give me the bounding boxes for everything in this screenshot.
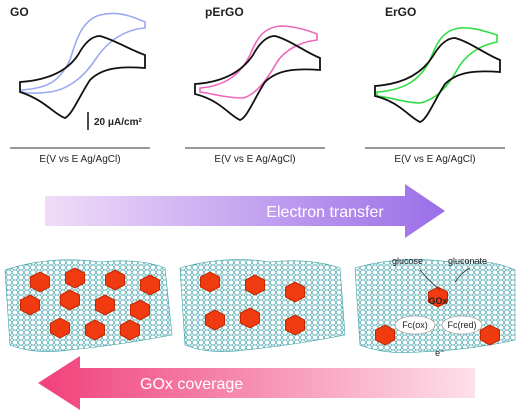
cv-curve-black bbox=[194, 35, 321, 121]
enzyme bbox=[65, 267, 85, 289]
enzyme bbox=[20, 294, 40, 316]
enzyme bbox=[30, 271, 50, 293]
enzyme bbox=[428, 286, 448, 308]
axis-label: E(V vs E Ag/AgCl) bbox=[39, 154, 120, 165]
graphene-sheet bbox=[179, 259, 346, 352]
fc-ox-label: Fc(ox) bbox=[402, 320, 428, 330]
enzyme bbox=[95, 294, 115, 316]
cv-curve-colored bbox=[21, 12, 146, 94]
axis-label: E(V vs E Ag/AgCl) bbox=[214, 154, 295, 165]
arrow-label: Electron transfer bbox=[266, 204, 384, 221]
enzyme bbox=[120, 319, 140, 341]
panel-go: GO 20 μA/cm² E(V vs E Ag/AgCl) bbox=[10, 5, 150, 165]
enzyme bbox=[60, 289, 80, 311]
fc-red-bubble bbox=[441, 315, 483, 335]
arrow-gox-coverage bbox=[38, 356, 475, 410]
enzyme bbox=[105, 269, 125, 291]
arrow-label: GOx coverage bbox=[140, 376, 243, 393]
enzyme bbox=[240, 307, 260, 329]
cv-curve-colored bbox=[376, 27, 498, 104]
cv-curve-colored bbox=[199, 25, 318, 99]
cv-curve-black bbox=[374, 37, 501, 123]
enzyme bbox=[480, 324, 500, 346]
reaction-product: gluconate bbox=[448, 256, 487, 266]
panel-pergo: pErGO E(V vs E Ag/AgCl) bbox=[185, 5, 325, 165]
enzyme bbox=[285, 281, 305, 303]
fc-ox-bubble bbox=[394, 315, 436, 335]
fc-red-label: Fc(red) bbox=[448, 320, 477, 330]
enzyme-label: GOx bbox=[428, 296, 447, 306]
cv-curve-black bbox=[19, 35, 146, 119]
enzyme bbox=[140, 274, 160, 296]
cv-panels: GO 20 μA/cm² E(V vs E Ag/AgCl) pErGO E(V… bbox=[10, 5, 505, 165]
arrow-electron-transfer bbox=[45, 184, 445, 238]
panel-label: GO bbox=[10, 5, 29, 19]
electron-label: e⁻ bbox=[435, 348, 445, 358]
enzyme bbox=[245, 274, 265, 296]
reaction-arrow bbox=[419, 267, 471, 291]
axis-label: E(V vs E Ag/AgCl) bbox=[394, 154, 475, 165]
graphene-sheets bbox=[4, 259, 516, 353]
enzyme bbox=[285, 314, 305, 336]
panel-ergo: ErGO E(V vs E Ag/AgCl) bbox=[365, 5, 505, 165]
panel-label: pErGO bbox=[205, 5, 244, 19]
enzyme bbox=[200, 271, 220, 293]
enzyme bbox=[205, 309, 225, 331]
reaction-substrate: glucose bbox=[392, 256, 423, 266]
scale-bar-label: 20 μA/cm² bbox=[94, 117, 142, 128]
panel-label: ErGO bbox=[385, 5, 416, 19]
enzyme bbox=[130, 299, 150, 321]
enzyme bbox=[85, 319, 105, 341]
enzyme bbox=[375, 324, 395, 346]
enzyme bbox=[50, 317, 70, 339]
